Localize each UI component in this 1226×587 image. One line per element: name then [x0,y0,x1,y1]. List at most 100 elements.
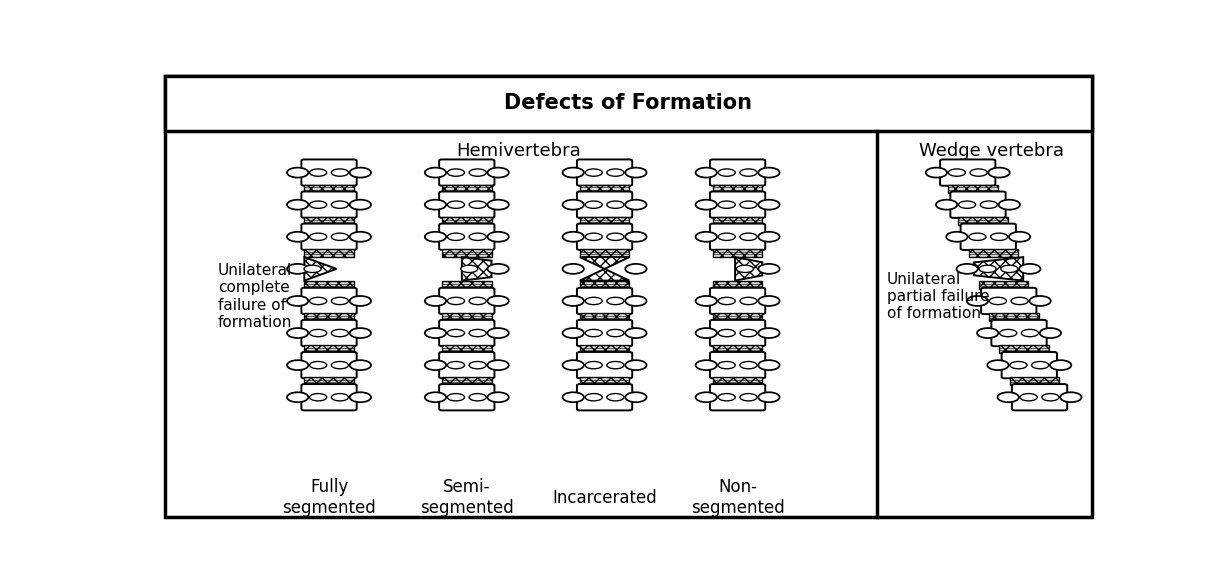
Ellipse shape [1011,297,1029,305]
Text: Unilateral
complete
failure of
formation: Unilateral complete failure of formation [218,263,292,330]
Ellipse shape [349,328,371,338]
Ellipse shape [1020,393,1037,401]
Ellipse shape [607,169,624,176]
Ellipse shape [759,296,780,306]
Ellipse shape [304,265,321,272]
Ellipse shape [331,233,348,241]
Ellipse shape [287,328,308,338]
FancyBboxPatch shape [439,288,494,314]
Ellipse shape [625,328,646,338]
Ellipse shape [946,232,967,242]
Ellipse shape [287,264,308,274]
Text: Non-
segmented: Non- segmented [690,478,785,517]
Ellipse shape [625,168,646,177]
Polygon shape [462,257,492,281]
Ellipse shape [741,233,756,241]
Ellipse shape [948,169,965,176]
Ellipse shape [424,296,446,306]
Ellipse shape [759,392,780,402]
FancyBboxPatch shape [710,384,765,410]
Ellipse shape [470,233,487,241]
FancyBboxPatch shape [950,191,1005,218]
Ellipse shape [1021,329,1038,337]
Ellipse shape [331,329,348,337]
Ellipse shape [980,265,997,272]
Ellipse shape [470,393,487,401]
Ellipse shape [695,168,717,177]
Ellipse shape [310,297,326,305]
Text: Semi-
segmented: Semi- segmented [421,478,514,517]
Bar [304,377,354,385]
Ellipse shape [470,297,487,305]
Ellipse shape [1009,232,1030,242]
Bar [712,217,763,225]
Ellipse shape [585,201,602,208]
Ellipse shape [625,360,646,370]
Ellipse shape [585,233,602,241]
Ellipse shape [447,233,465,241]
Ellipse shape [349,296,371,306]
Bar [443,377,492,385]
Bar [580,377,629,385]
Ellipse shape [424,232,446,242]
Ellipse shape [488,392,509,402]
Bar [443,217,492,225]
FancyBboxPatch shape [302,352,357,378]
Ellipse shape [563,328,584,338]
FancyBboxPatch shape [439,160,494,185]
Ellipse shape [563,296,584,306]
Ellipse shape [741,362,756,369]
Bar [304,249,354,257]
Bar [443,313,492,321]
Ellipse shape [695,360,717,370]
Ellipse shape [447,169,465,176]
Text: Fully
segmented: Fully segmented [282,478,376,517]
Ellipse shape [349,168,371,177]
Ellipse shape [287,200,308,210]
Ellipse shape [999,200,1020,210]
Ellipse shape [607,233,624,241]
Polygon shape [304,257,336,281]
Ellipse shape [718,329,736,337]
FancyBboxPatch shape [710,320,765,346]
Text: Incarcerated: Incarcerated [552,488,657,507]
Bar [712,249,763,257]
Ellipse shape [331,201,348,208]
Ellipse shape [488,200,509,210]
Ellipse shape [981,201,998,208]
FancyBboxPatch shape [710,160,765,185]
Bar [304,217,354,225]
Ellipse shape [331,362,348,369]
Ellipse shape [1010,362,1027,369]
Ellipse shape [470,169,487,176]
Ellipse shape [447,362,465,369]
Ellipse shape [625,232,646,242]
Bar [712,281,763,289]
Ellipse shape [447,297,465,305]
Ellipse shape [759,328,780,338]
Ellipse shape [424,328,446,338]
Ellipse shape [959,201,976,208]
Ellipse shape [488,264,509,274]
Ellipse shape [991,233,1008,241]
Ellipse shape [759,264,780,274]
Ellipse shape [1049,360,1072,370]
Ellipse shape [488,296,509,306]
FancyBboxPatch shape [577,320,633,346]
Ellipse shape [926,168,946,177]
Ellipse shape [310,233,326,241]
Ellipse shape [1040,328,1060,338]
FancyBboxPatch shape [577,384,633,410]
Ellipse shape [625,296,646,306]
FancyBboxPatch shape [439,352,494,378]
Ellipse shape [607,393,624,401]
Ellipse shape [935,200,958,210]
Bar [712,345,763,353]
Polygon shape [736,257,763,281]
Ellipse shape [607,362,624,369]
Ellipse shape [987,360,1009,370]
Ellipse shape [310,169,326,176]
FancyBboxPatch shape [302,384,357,410]
Ellipse shape [759,360,780,370]
Ellipse shape [331,169,348,176]
